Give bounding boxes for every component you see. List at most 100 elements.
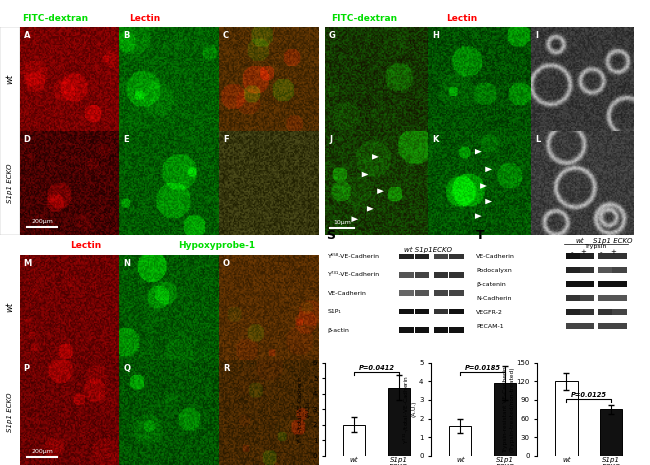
Bar <box>415 253 430 259</box>
Bar <box>494 383 516 456</box>
Bar <box>399 309 413 314</box>
Text: FITC-dextran: FITC-dextran <box>22 13 88 23</box>
Bar <box>612 281 627 287</box>
Y-axis label: $\mathrm{Y^{658}}$-/total-VE-Cadherin
(A.U.): $\mathrm{Y^{658}}$-/total-VE-Cadherin (A… <box>296 375 311 444</box>
Bar <box>580 309 595 315</box>
Bar <box>580 295 595 301</box>
Bar <box>612 253 627 259</box>
Text: G: G <box>329 31 336 40</box>
Text: -: - <box>600 249 603 255</box>
Text: FITC-dextran: FITC-dextran <box>331 13 397 23</box>
Text: Q: Q <box>123 364 130 373</box>
Bar <box>598 253 612 259</box>
Text: A: A <box>23 31 30 40</box>
Text: S1p1 ECKO: S1p1 ECKO <box>6 163 13 203</box>
Bar <box>566 309 580 315</box>
Text: N: N <box>123 259 130 268</box>
Bar <box>399 291 413 296</box>
Text: S1P₁: S1P₁ <box>328 309 342 314</box>
Bar <box>434 291 448 296</box>
Bar <box>612 309 627 315</box>
Text: PECAM-1: PECAM-1 <box>476 324 504 329</box>
Text: Lectin: Lectin <box>129 13 161 23</box>
Text: F: F <box>223 135 228 144</box>
Text: VE-Cadherin: VE-Cadherin <box>476 253 515 259</box>
Text: N-Cadherin: N-Cadherin <box>476 296 512 300</box>
Bar <box>598 267 612 273</box>
Bar <box>580 281 595 287</box>
Bar <box>566 253 580 259</box>
Bar <box>566 323 580 329</box>
Text: +: + <box>610 249 616 255</box>
Text: J: J <box>329 135 332 144</box>
Text: wt: wt <box>5 74 14 84</box>
Text: Y⁷³¹-VE-Cadherin: Y⁷³¹-VE-Cadherin <box>328 272 380 277</box>
Text: Hypoxyprobe-1: Hypoxyprobe-1 <box>178 241 255 251</box>
Text: I: I <box>535 31 538 40</box>
Text: 10μm: 10μm <box>333 220 351 226</box>
Text: P=0.0185: P=0.0185 <box>465 365 500 371</box>
Bar <box>598 309 612 315</box>
Text: /VE-Cadherin: /VE-Cadherin <box>193 13 252 23</box>
Text: R: R <box>223 364 229 373</box>
Text: 200μm: 200μm <box>31 219 53 225</box>
Bar <box>449 426 471 456</box>
Text: wt S1p1ECKO: wt S1p1ECKO <box>404 247 452 253</box>
Bar <box>399 327 413 333</box>
Text: E: E <box>123 135 129 144</box>
Y-axis label: $\mathrm{Y^{731}}$-/total-VE-Cadherin
(A.U.): $\mathrm{Y^{731}}$-/total-VE-Cadherin (A… <box>402 375 417 444</box>
Text: S1p1 ECKO: S1p1 ECKO <box>593 238 633 244</box>
Bar <box>580 323 595 329</box>
Text: B: B <box>123 31 129 40</box>
Bar <box>598 281 612 287</box>
Bar <box>612 267 627 273</box>
Bar <box>600 409 622 456</box>
Text: VE-Cadherin: VE-Cadherin <box>328 291 367 296</box>
Bar <box>580 253 595 259</box>
Text: wt: wt <box>5 302 14 312</box>
Bar <box>449 253 463 259</box>
Bar <box>415 309 430 314</box>
Bar <box>598 323 612 329</box>
Text: P: P <box>23 364 30 373</box>
Bar <box>580 267 595 273</box>
Text: L: L <box>535 135 540 144</box>
Text: +: + <box>580 249 586 255</box>
Text: D: D <box>23 135 31 144</box>
Text: β-catenin: β-catenin <box>476 282 506 286</box>
Text: H: H <box>432 31 439 40</box>
Text: β-actin: β-actin <box>328 327 350 332</box>
Text: /: / <box>114 13 117 23</box>
Text: S1p1 ECKO: S1p1 ECKO <box>6 393 13 432</box>
Text: M: M <box>23 259 32 268</box>
Bar <box>343 425 365 456</box>
Bar <box>399 253 413 259</box>
Bar <box>566 295 580 301</box>
Text: Lectin: Lectin <box>446 13 477 23</box>
Text: /: / <box>428 13 430 23</box>
Bar <box>598 295 612 301</box>
Bar <box>566 267 580 273</box>
Bar <box>415 291 430 296</box>
Bar <box>449 327 463 333</box>
Text: 200μm: 200μm <box>31 450 53 454</box>
Bar <box>434 309 448 314</box>
Bar <box>434 327 448 333</box>
Bar <box>449 291 463 296</box>
Text: /: / <box>131 241 135 251</box>
Bar <box>399 272 413 278</box>
Bar <box>612 323 627 329</box>
Text: Y⁶⁵⁸-VE-Cadherin: Y⁶⁵⁸-VE-Cadherin <box>328 254 380 259</box>
Y-axis label: Trypsin-resistant VE-Cadherin
(Trypsin-treated/non-treated): Trypsin-resistant VE-Cadherin (Trypsin-t… <box>504 366 514 452</box>
Bar <box>555 381 578 456</box>
Text: O: O <box>223 259 230 268</box>
Text: Podocalyxn: Podocalyxn <box>476 267 512 272</box>
Text: VEGFR-2: VEGFR-2 <box>476 310 503 314</box>
Text: -: - <box>571 249 573 255</box>
Text: S: S <box>326 229 335 241</box>
Bar <box>612 295 627 301</box>
Bar <box>415 272 430 278</box>
Bar <box>449 272 463 278</box>
Text: wt: wt <box>575 238 584 244</box>
Bar <box>387 387 410 456</box>
